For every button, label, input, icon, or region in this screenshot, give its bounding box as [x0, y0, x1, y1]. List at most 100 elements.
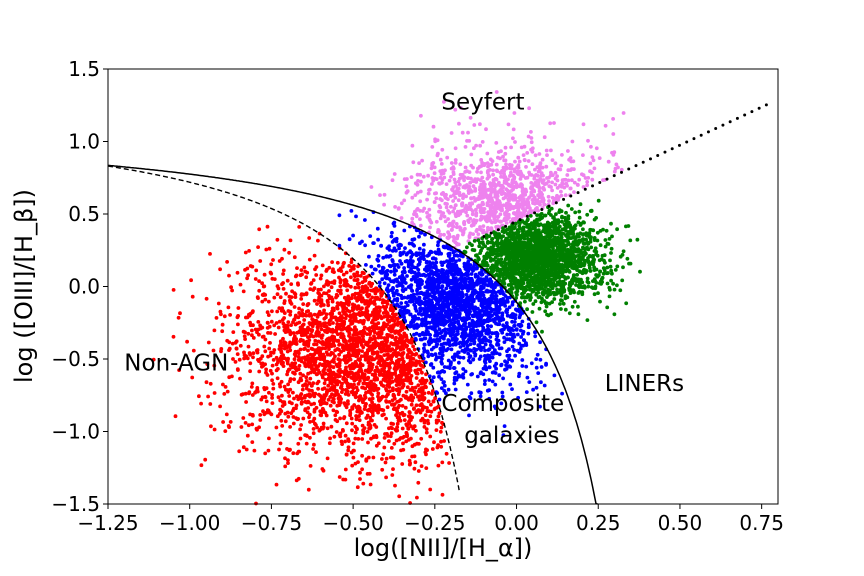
composite-point: [483, 298, 488, 302]
non-agn-point: [241, 416, 246, 420]
composite-point: [414, 300, 419, 304]
non-agn-point: [391, 467, 395, 471]
data-points: [151, 90, 642, 506]
composite-point: [495, 309, 500, 313]
non-agn-point: [294, 478, 299, 483]
composite-point: [461, 292, 465, 297]
composite-point: [422, 307, 426, 311]
non-agn-point: [320, 342, 325, 346]
non-agn-point: [209, 424, 213, 429]
non-agn-point: [336, 288, 340, 293]
composite-point: [411, 320, 416, 324]
composite-point: [524, 364, 529, 369]
non-agn-point: [415, 441, 419, 446]
composite-point: [375, 257, 380, 262]
non-agn-point: [382, 412, 386, 417]
non-agn-point: [351, 372, 356, 376]
non-agn-point: [222, 314, 227, 319]
non-agn-point: [360, 287, 365, 292]
composite-point: [476, 280, 481, 285]
non-agn-point: [376, 335, 381, 340]
non-agn-point: [295, 266, 299, 270]
non-agn-point: [416, 408, 421, 412]
composite-point: [475, 290, 479, 295]
non-agn-point: [348, 413, 352, 418]
non-agn-point: [220, 329, 225, 334]
non-agn-point: [362, 377, 367, 382]
seyfert-point: [529, 193, 533, 198]
seyfert-point: [466, 176, 471, 180]
composite-point: [514, 327, 519, 332]
composite-point: [515, 332, 520, 337]
non-agn-point: [374, 443, 379, 448]
non-agn-point: [357, 348, 361, 353]
non-agn-point: [251, 336, 256, 340]
composite-point: [481, 325, 486, 330]
non-agn-point: [300, 356, 305, 360]
composite-point: [420, 319, 425, 324]
non-agn-point: [322, 354, 327, 359]
non-agn-point: [203, 457, 208, 462]
seyfert-point: [469, 196, 473, 201]
non-agn-point: [347, 343, 352, 348]
seyfert-point: [559, 189, 563, 194]
seyfert-point: [621, 111, 626, 115]
non-agn-point: [407, 410, 412, 414]
non-agn-point: [307, 388, 311, 392]
composite-point: [458, 253, 463, 258]
non-agn-point: [304, 375, 309, 380]
composite-point: [483, 342, 488, 347]
seyfert-point: [512, 111, 517, 115]
non-agn-point: [304, 379, 309, 383]
non-agn-point: [288, 312, 293, 317]
non-agn-point: [357, 418, 362, 423]
composite-point: [405, 303, 410, 308]
non-agn-point: [262, 344, 267, 349]
composite-point: [405, 274, 409, 278]
non-agn-point: [222, 392, 227, 396]
non-agn-point: [260, 299, 265, 304]
composite-point: [518, 346, 523, 351]
seyfert-point: [512, 167, 517, 172]
non-agn-point: [353, 342, 358, 346]
non-agn-point: [278, 295, 283, 300]
non-agn-point: [239, 425, 244, 429]
non-agn-point: [386, 434, 390, 438]
composite-point: [479, 322, 484, 326]
composite-point: [424, 321, 429, 326]
non-agn-point: [353, 436, 358, 441]
composite-point: [436, 316, 441, 321]
non-agn-point: [263, 297, 268, 302]
composite-point: [489, 324, 493, 329]
seyfert-point: [517, 159, 522, 164]
non-agn-point: [349, 384, 354, 389]
non-agn-point: [312, 401, 316, 406]
non-agn-point: [312, 342, 316, 347]
non-agn-point: [442, 439, 446, 443]
non-agn-point: [345, 282, 350, 287]
non-agn-point: [409, 424, 413, 428]
non-agn-point: [292, 317, 296, 322]
composite-point: [445, 309, 449, 314]
composite-point: [432, 281, 437, 286]
non-agn-point: [288, 238, 293, 243]
non-agn-point: [315, 356, 320, 361]
composite-point: [408, 258, 413, 262]
non-agn-point: [335, 419, 340, 424]
non-agn-point: [327, 377, 332, 381]
composite-point: [415, 322, 419, 327]
composite-point: [446, 387, 451, 392]
composite-point: [431, 272, 436, 277]
composite-point: [536, 371, 541, 375]
composite-point: [442, 365, 447, 369]
composite-point: [453, 387, 458, 392]
composite-point: [391, 263, 395, 268]
non-agn-point: [246, 423, 251, 428]
composite-point: [452, 375, 457, 380]
non-agn-point: [286, 320, 291, 324]
non-agn-point: [416, 383, 421, 388]
non-agn-point: [227, 425, 232, 429]
composite-point: [370, 271, 375, 276]
non-agn-point: [263, 337, 268, 342]
non-agn-point: [291, 390, 295, 395]
